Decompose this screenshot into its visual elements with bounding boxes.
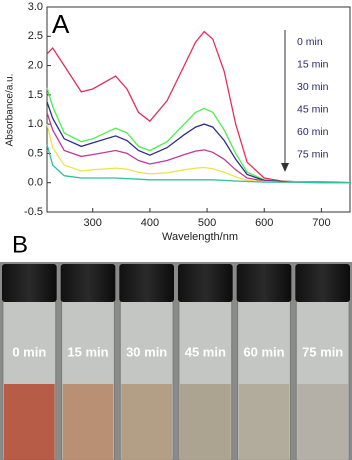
legend-label: 75 min <box>297 148 329 160</box>
y-tick-label: 3.0 <box>28 1 43 13</box>
vial-label: 45 min <box>185 344 226 359</box>
x-tick-label: 700 <box>312 217 330 229</box>
vial-label: 60 min <box>243 344 284 359</box>
vial-cap <box>119 264 174 302</box>
y-axis-title: Absorbance/a.u. <box>5 74 16 147</box>
y-tick-label: 1.0 <box>28 118 43 130</box>
x-tick-label: 500 <box>198 217 216 229</box>
x-tick-label: 300 <box>84 217 102 229</box>
legend-label: 60 min <box>297 126 329 138</box>
vial-cap <box>295 264 350 302</box>
photo-background <box>0 262 352 460</box>
series-line <box>46 30 351 184</box>
panel-label: A <box>52 9 70 39</box>
panel-label: B <box>12 231 28 258</box>
legend-label: 45 min <box>297 103 329 115</box>
vial-liquid <box>121 384 172 460</box>
vial-liquid <box>297 384 348 460</box>
vial-label: 15 min <box>67 344 108 359</box>
vial-liquid <box>238 384 290 460</box>
vial-cap <box>60 264 116 302</box>
x-tick-label: 400 <box>141 217 159 229</box>
vial-liquid <box>180 384 231 460</box>
vial-cap <box>236 264 292 302</box>
plot-frame <box>46 6 351 213</box>
y-tick-label: 2.0 <box>28 59 43 71</box>
vial-liquid <box>4 384 55 460</box>
vial-label: 0 min <box>12 344 46 359</box>
vial-label: 30 min <box>126 344 167 359</box>
vial-cap <box>178 264 233 302</box>
vial-liquid <box>62 384 114 460</box>
y-tick-label: 0.5 <box>28 147 43 159</box>
series-line <box>46 144 350 184</box>
y-tick-label: 1.5 <box>28 89 43 101</box>
legend-label: 15 min <box>297 58 329 70</box>
legend-label: 0 min <box>297 36 323 48</box>
vial-cap <box>2 264 57 302</box>
y-tick-label: 2.5 <box>28 30 43 42</box>
x-axis-title: Wavelength/nm <box>162 231 238 243</box>
y-tick-label: -0.5 <box>24 206 43 218</box>
legend-label: 30 min <box>297 81 329 93</box>
x-tick-label: 600 <box>255 217 273 229</box>
vial-label: 75 min <box>302 344 343 359</box>
legend-arrowhead <box>281 163 289 172</box>
y-tick-label: 0.0 <box>28 177 43 189</box>
